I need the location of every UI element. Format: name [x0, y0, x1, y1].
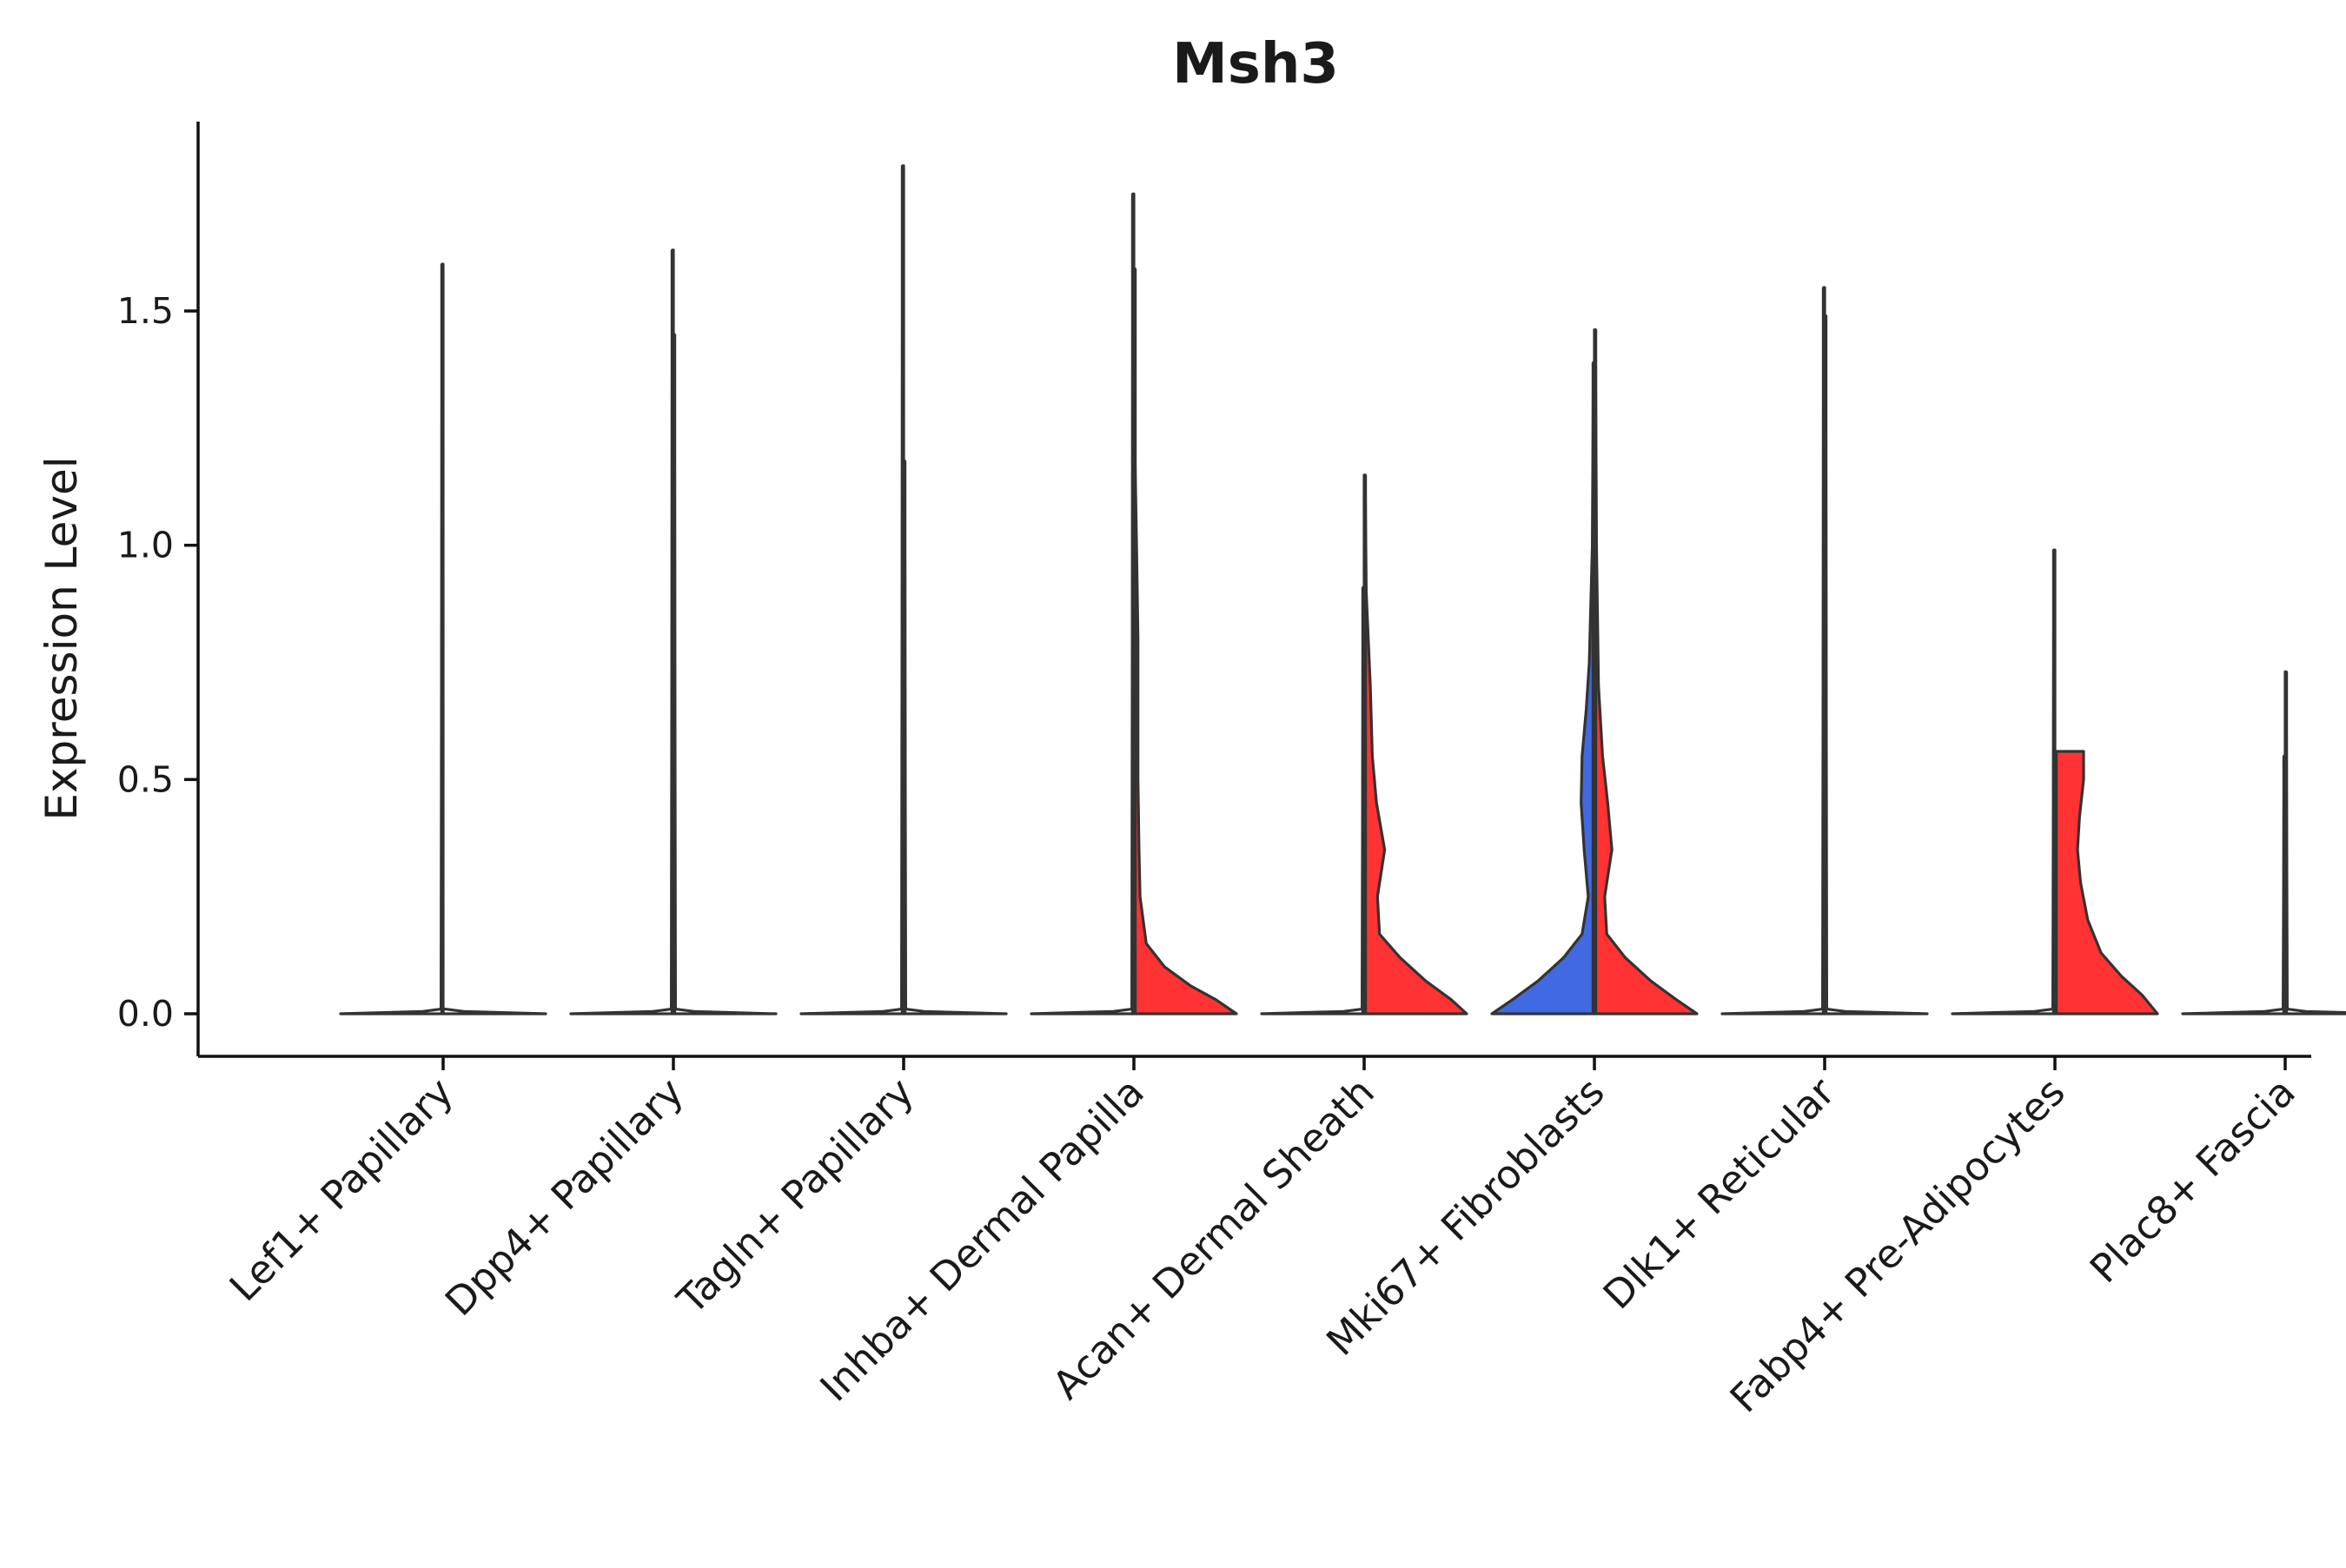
x-category-label: Lef1+ Papillary [221, 1068, 462, 1310]
x-category-label: Dpp4+ Papillary [436, 1068, 693, 1325]
violin-7-right [2053, 750, 2159, 1016]
violin-4-right [1362, 473, 1468, 1016]
y-axis-label: Expression Level [36, 456, 87, 820]
violin-1-right [672, 333, 778, 1016]
violin-0-left [339, 262, 445, 1016]
violin-4-left [1260, 586, 1366, 1016]
y-tick-label: 1.5 [117, 290, 174, 332]
violin-8-right [2283, 670, 2346, 1016]
violin-3-left [1030, 192, 1136, 1016]
y-tick-label: 0.0 [117, 993, 174, 1035]
x-category-label: Plac8+ Fascia [2081, 1068, 2304, 1292]
violin-2-left [799, 164, 905, 1016]
violin-5-left [1490, 361, 1596, 1016]
x-category-label: Dlk1+ Reticular [1594, 1068, 1844, 1318]
violin-3-right [1132, 267, 1238, 1016]
violin-6-left [1720, 286, 1826, 1016]
violins-layer [339, 164, 2346, 1016]
violin-5-right [1593, 328, 1699, 1016]
x-category-label: Tagln+ Papillary [668, 1068, 923, 1323]
violin-2-right [902, 460, 1008, 1016]
violin-1-left [569, 248, 675, 1016]
violin-7-left [1951, 548, 2057, 1016]
violin-8-left [2181, 754, 2287, 1016]
chart-title: Msh3 [1172, 32, 1339, 96]
y-tick-label: 1.0 [117, 525, 174, 566]
violin-0-right [441, 1008, 547, 1016]
y-tick-label: 0.5 [117, 758, 174, 800]
violin-6-right [1823, 314, 1929, 1016]
